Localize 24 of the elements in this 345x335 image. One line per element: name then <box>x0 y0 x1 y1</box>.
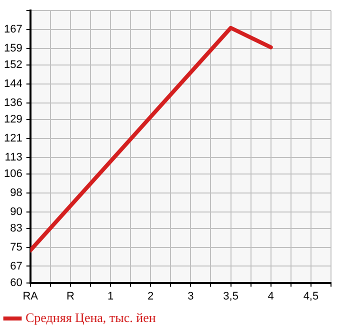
y-tick-label: 167 <box>4 24 22 36</box>
y-tick-label: 60 <box>10 276 22 289</box>
y-tick-label: 83 <box>10 222 22 234</box>
y-tick-label: 159 <box>4 42 22 55</box>
y-tick-label: 113 <box>4 151 22 164</box>
x-tick-label: 2 <box>148 290 154 302</box>
x-tick-label: RA <box>22 290 39 302</box>
y-tick-label: 90 <box>10 206 22 218</box>
y-tick-label: 75 <box>10 241 22 254</box>
legend-label: Средняя Цена, тыс. йен <box>26 310 156 325</box>
y-tick-label: 136 <box>4 96 22 109</box>
x-tick-label: 1 <box>107 290 114 302</box>
y-tick-label: 106 <box>4 168 22 180</box>
y-tick-label: 98 <box>10 186 22 199</box>
y-tick-label: 152 <box>4 59 22 72</box>
x-tick-label: 4 <box>268 290 274 302</box>
x-tick-label: R <box>66 290 74 302</box>
y-tick-label: 144 <box>4 78 22 90</box>
x-tick-label: 3,5 <box>223 290 238 302</box>
y-tick-label: 67 <box>10 260 22 272</box>
y-tick-label: 129 <box>4 114 22 126</box>
y-tick-label: 121 <box>4 132 22 144</box>
x-tick-label: 4,5 <box>303 290 319 302</box>
x-tick-label: 3 <box>188 290 194 302</box>
